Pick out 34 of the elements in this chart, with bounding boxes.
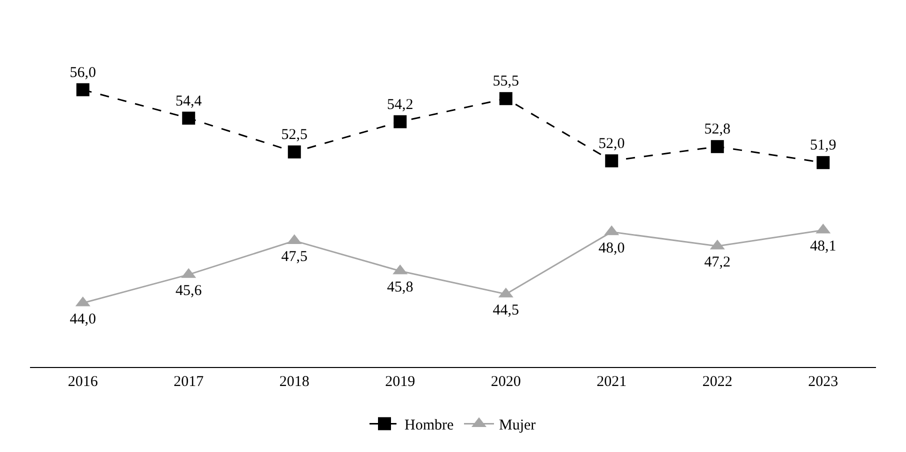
data-label: 54,4 bbox=[176, 93, 202, 110]
data-label: 55,5 bbox=[492, 74, 520, 90]
legend-label: Mujer bbox=[498, 418, 536, 434]
data-label: 47,5 bbox=[281, 249, 308, 266]
legend-label: Hombre bbox=[404, 418, 454, 434]
data-label: 52,0 bbox=[598, 136, 625, 152]
data-label: 51,9 bbox=[810, 138, 836, 154]
point bbox=[816, 156, 830, 170]
x-tick-label: 2020 bbox=[490, 374, 521, 390]
point bbox=[605, 154, 618, 168]
data-label: 48,0 bbox=[598, 240, 625, 256]
data-label: 47,2 bbox=[704, 254, 731, 271]
data-label: 45,8 bbox=[387, 279, 414, 296]
point bbox=[710, 140, 724, 154]
data-label: 48,1 bbox=[810, 238, 836, 255]
x-tick-label: 2019 bbox=[385, 374, 416, 390]
x-tick-label: 2016 bbox=[68, 374, 98, 390]
data-label: 56,0 bbox=[70, 64, 96, 81]
point bbox=[499, 92, 512, 106]
data-label: 44,0 bbox=[70, 311, 96, 328]
x-tick-label: 2021 bbox=[596, 374, 627, 390]
point bbox=[182, 112, 196, 125]
point bbox=[288, 145, 301, 158]
x-tick-label: 2017 bbox=[174, 374, 204, 390]
data-label: 52,5 bbox=[281, 127, 308, 144]
data-label: 44,5 bbox=[492, 302, 520, 319]
x-tick-label: 2022 bbox=[702, 374, 732, 390]
data-label: 45,6 bbox=[176, 282, 202, 299]
data-label: 52,8 bbox=[704, 122, 731, 138]
data-label: 54,2 bbox=[387, 96, 414, 113]
point bbox=[394, 115, 407, 128]
x-tick-label: 2018 bbox=[279, 374, 310, 390]
x-tick-label: 2023 bbox=[808, 374, 838, 390]
point bbox=[76, 83, 90, 96]
